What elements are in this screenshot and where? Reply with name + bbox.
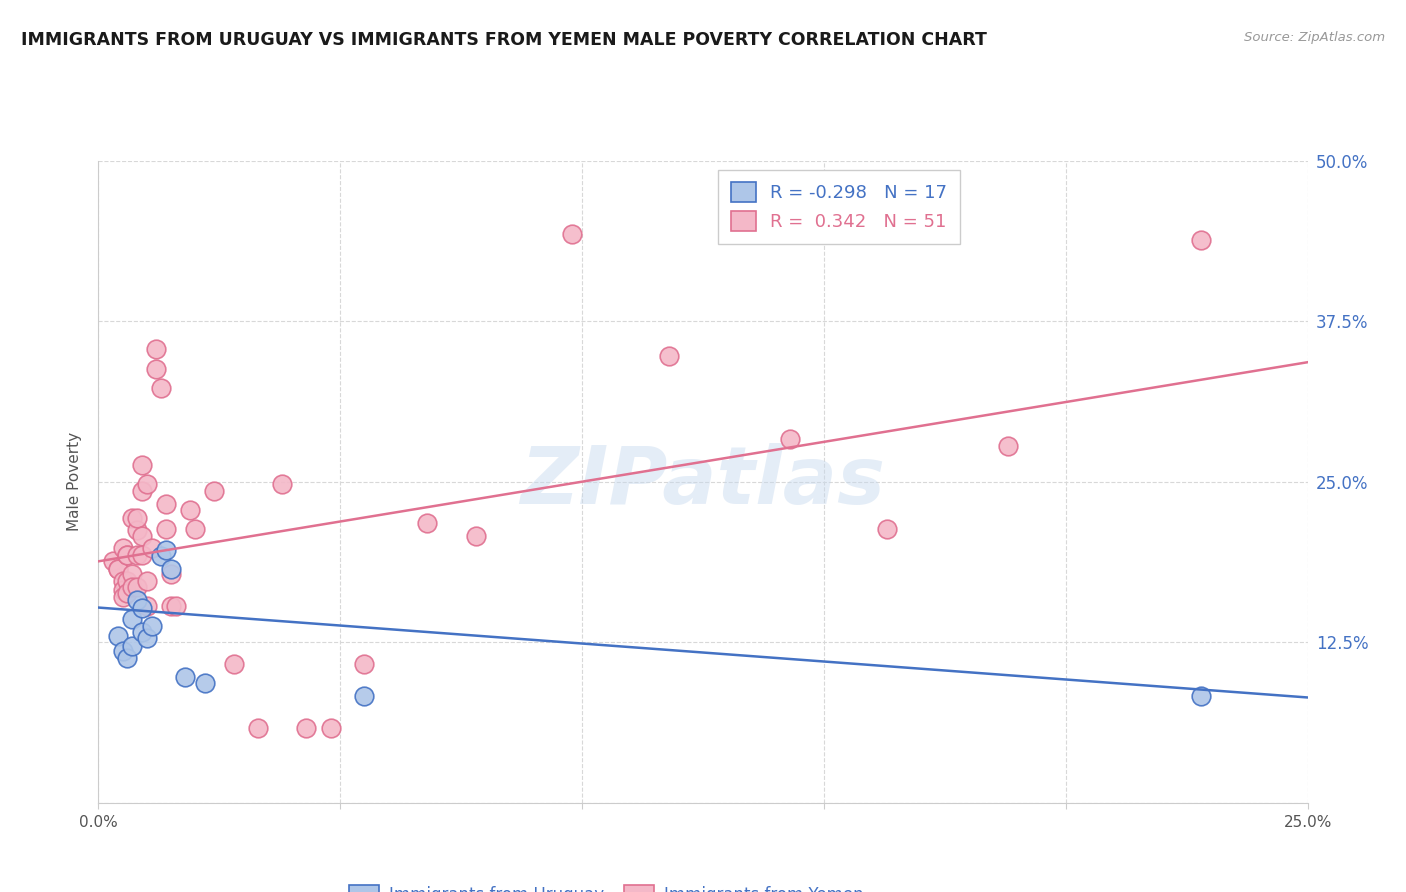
Point [155, 496, 177, 510]
Point [131, 458, 153, 472]
Point [145, 361, 167, 376]
Point [117, 586, 139, 600]
Point [179, 503, 201, 517]
Point [1189, 233, 1212, 247]
Point [121, 612, 143, 626]
Point [135, 574, 157, 588]
Point [876, 522, 898, 536]
Point [464, 528, 486, 542]
Point [127, 510, 149, 524]
Point [353, 689, 375, 703]
Point [135, 632, 157, 646]
Point [184, 522, 207, 536]
Point [117, 548, 139, 562]
Point [121, 510, 143, 524]
Point [1189, 689, 1212, 703]
Point [117, 574, 139, 588]
Y-axis label: Male Poverty: Male Poverty [67, 432, 83, 532]
Point [247, 721, 270, 735]
Point [160, 567, 183, 582]
Point [145, 343, 167, 357]
Point [111, 574, 134, 588]
Point [135, 599, 157, 614]
Point [150, 381, 173, 395]
Point [155, 542, 177, 557]
Point [101, 554, 124, 568]
Point [131, 624, 153, 639]
Point [111, 582, 134, 597]
Point [111, 541, 134, 556]
Point [111, 644, 134, 658]
Point [127, 524, 149, 538]
Point [135, 477, 157, 491]
Point [295, 721, 318, 735]
Point [141, 541, 163, 556]
Legend: Immigrants from Uruguay, Immigrants from Yemen: Immigrants from Uruguay, Immigrants from… [339, 875, 873, 892]
Point [131, 600, 153, 615]
Point [117, 548, 139, 562]
Point [127, 548, 149, 562]
Point [131, 528, 153, 542]
Point [117, 650, 139, 665]
Text: ZIPatlas: ZIPatlas [520, 442, 886, 521]
Point [121, 639, 143, 653]
Point [165, 599, 187, 614]
Point [271, 477, 294, 491]
Point [222, 657, 245, 671]
Point [160, 599, 183, 614]
Point [997, 439, 1019, 453]
Point [131, 483, 153, 498]
Point [561, 227, 583, 241]
Point [107, 562, 129, 576]
Point [127, 580, 149, 594]
Point [204, 483, 226, 498]
Point [107, 562, 129, 576]
Point [194, 676, 217, 690]
Point [121, 580, 143, 594]
Point [150, 549, 173, 564]
Point [353, 657, 375, 671]
Point [127, 592, 149, 607]
Point [658, 349, 681, 363]
Point [319, 721, 342, 735]
Text: Source: ZipAtlas.com: Source: ZipAtlas.com [1244, 31, 1385, 45]
Point [174, 670, 197, 684]
Point [779, 432, 801, 446]
Point [416, 516, 439, 530]
Point [155, 522, 177, 536]
Text: IMMIGRANTS FROM URUGUAY VS IMMIGRANTS FROM YEMEN MALE POVERTY CORRELATION CHART: IMMIGRANTS FROM URUGUAY VS IMMIGRANTS FR… [21, 31, 987, 49]
Point [131, 548, 153, 562]
Point [111, 591, 134, 605]
Point [160, 562, 183, 576]
Point [141, 618, 163, 632]
Point [121, 567, 143, 582]
Point [107, 629, 129, 643]
